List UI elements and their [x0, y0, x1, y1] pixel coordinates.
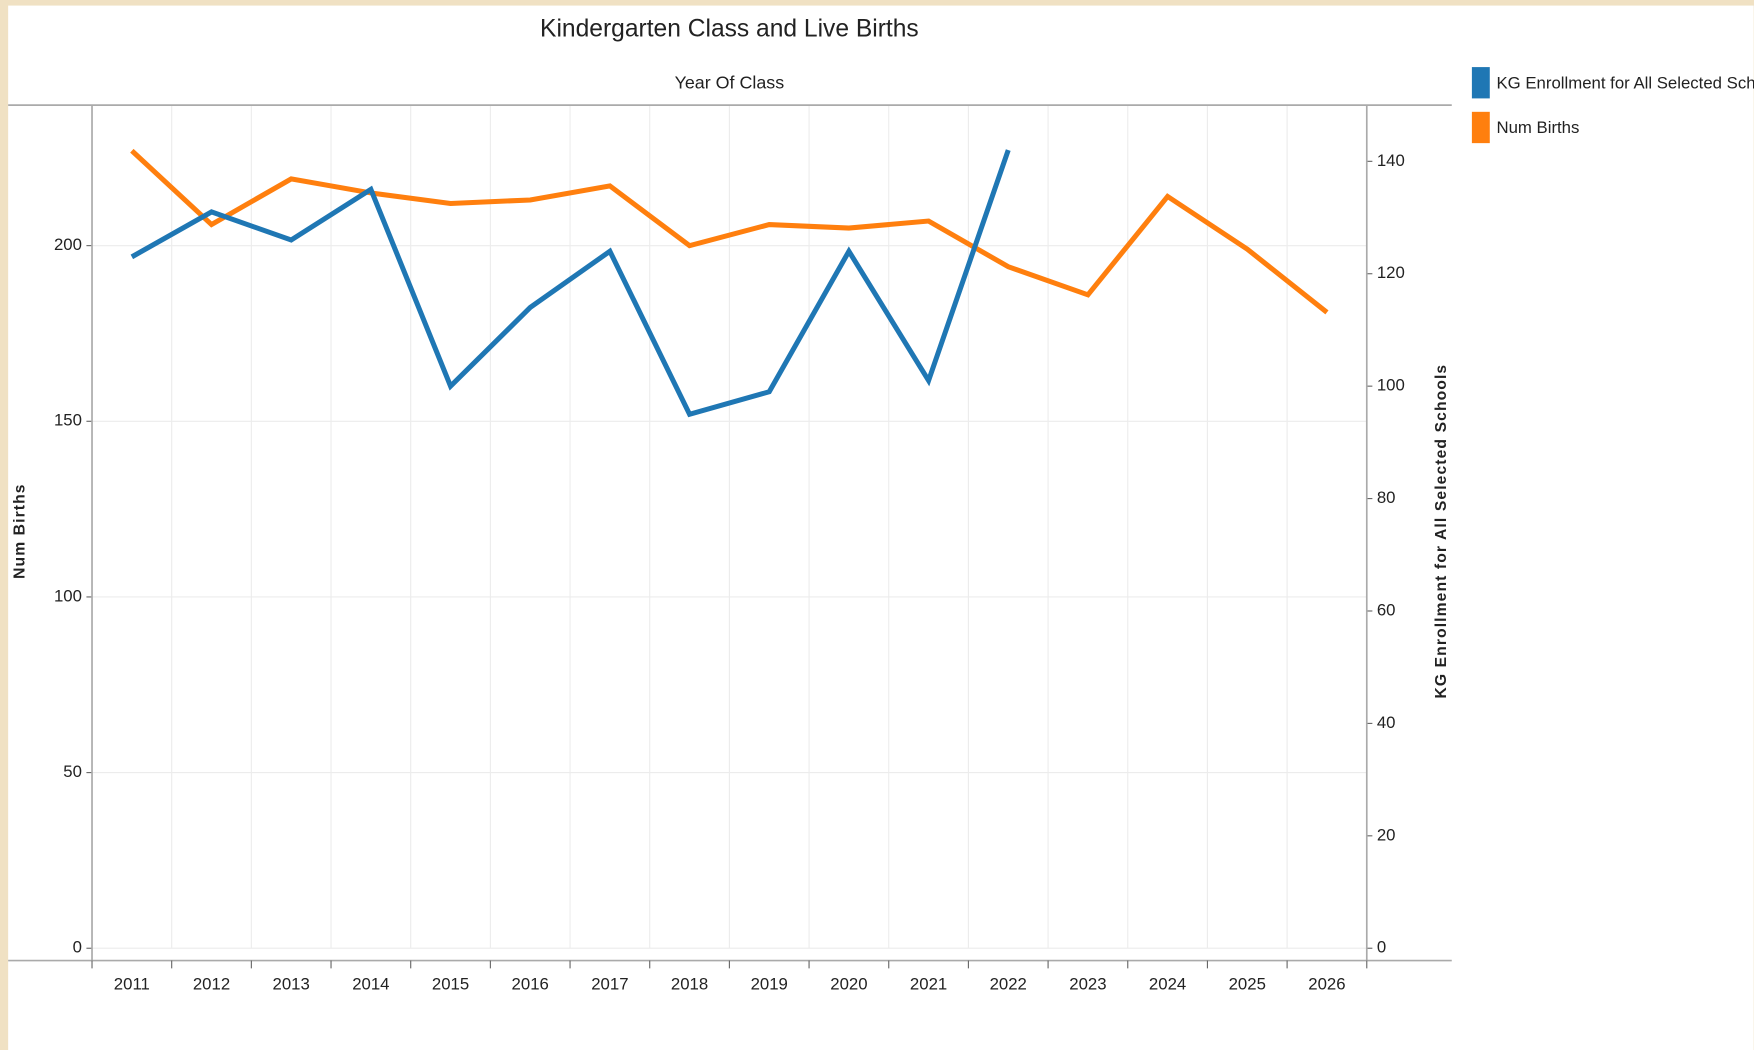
- legend-swatch: [1471, 111, 1490, 144]
- x-tick-label: 2016: [512, 975, 549, 994]
- y-tick-label: 200: [54, 235, 82, 254]
- x-tick-label: 2026: [1308, 975, 1345, 994]
- y2-tick-label: 100: [1377, 376, 1405, 395]
- x-tick-label: 2013: [273, 975, 310, 994]
- x-tick-label: 2012: [193, 975, 230, 994]
- x-tick-label: 2025: [1229, 975, 1266, 994]
- x-tick-label: 2023: [1069, 975, 1106, 994]
- x-tick-label: 2020: [830, 975, 867, 994]
- series-line: [130, 148, 1329, 315]
- x-tick-label: 2011: [114, 975, 150, 994]
- y2-tick-label: 20: [1377, 825, 1396, 844]
- y-tick-label: 50: [63, 762, 82, 781]
- x-axis-title: Year Of Class: [675, 73, 785, 93]
- chart-background: [8, 5, 1754, 1050]
- y2-tick-label: 120: [1377, 263, 1405, 282]
- y2-axis-title: KG Enrollment for All Selected Schools: [1433, 364, 1450, 699]
- series-line: [130, 149, 1011, 418]
- legend-swatch: [1471, 67, 1490, 99]
- y2-tick-label: 0: [1377, 938, 1386, 957]
- x-tick-label: 2017: [591, 975, 628, 994]
- legend-label: KG Enrollment for All Selected Schools: [1496, 73, 1754, 92]
- x-tick-label: 2015: [432, 975, 469, 994]
- y-tick-label: 100: [54, 586, 82, 605]
- y2-tick-label: 140: [1377, 151, 1405, 170]
- x-tick-label: 2024: [1149, 975, 1186, 994]
- y-tick-label: 150: [54, 411, 82, 430]
- y2-tick-label: 60: [1377, 600, 1396, 619]
- x-tick-label: 2014: [352, 975, 389, 994]
- legend-label: Num Births: [1496, 118, 1579, 137]
- y2-tick-label: 40: [1377, 713, 1396, 732]
- x-tick-label: 2021: [910, 975, 947, 994]
- x-tick-label: 2019: [751, 975, 788, 994]
- x-tick-label: 2018: [671, 975, 708, 994]
- y2-tick-label: 80: [1377, 488, 1396, 507]
- y-tick-label: 0: [73, 938, 82, 957]
- y-axis-title: Num Births: [12, 483, 29, 578]
- chart-title: Kindergarten Class and Live Births: [540, 16, 919, 43]
- x-tick-label: 2022: [990, 975, 1027, 994]
